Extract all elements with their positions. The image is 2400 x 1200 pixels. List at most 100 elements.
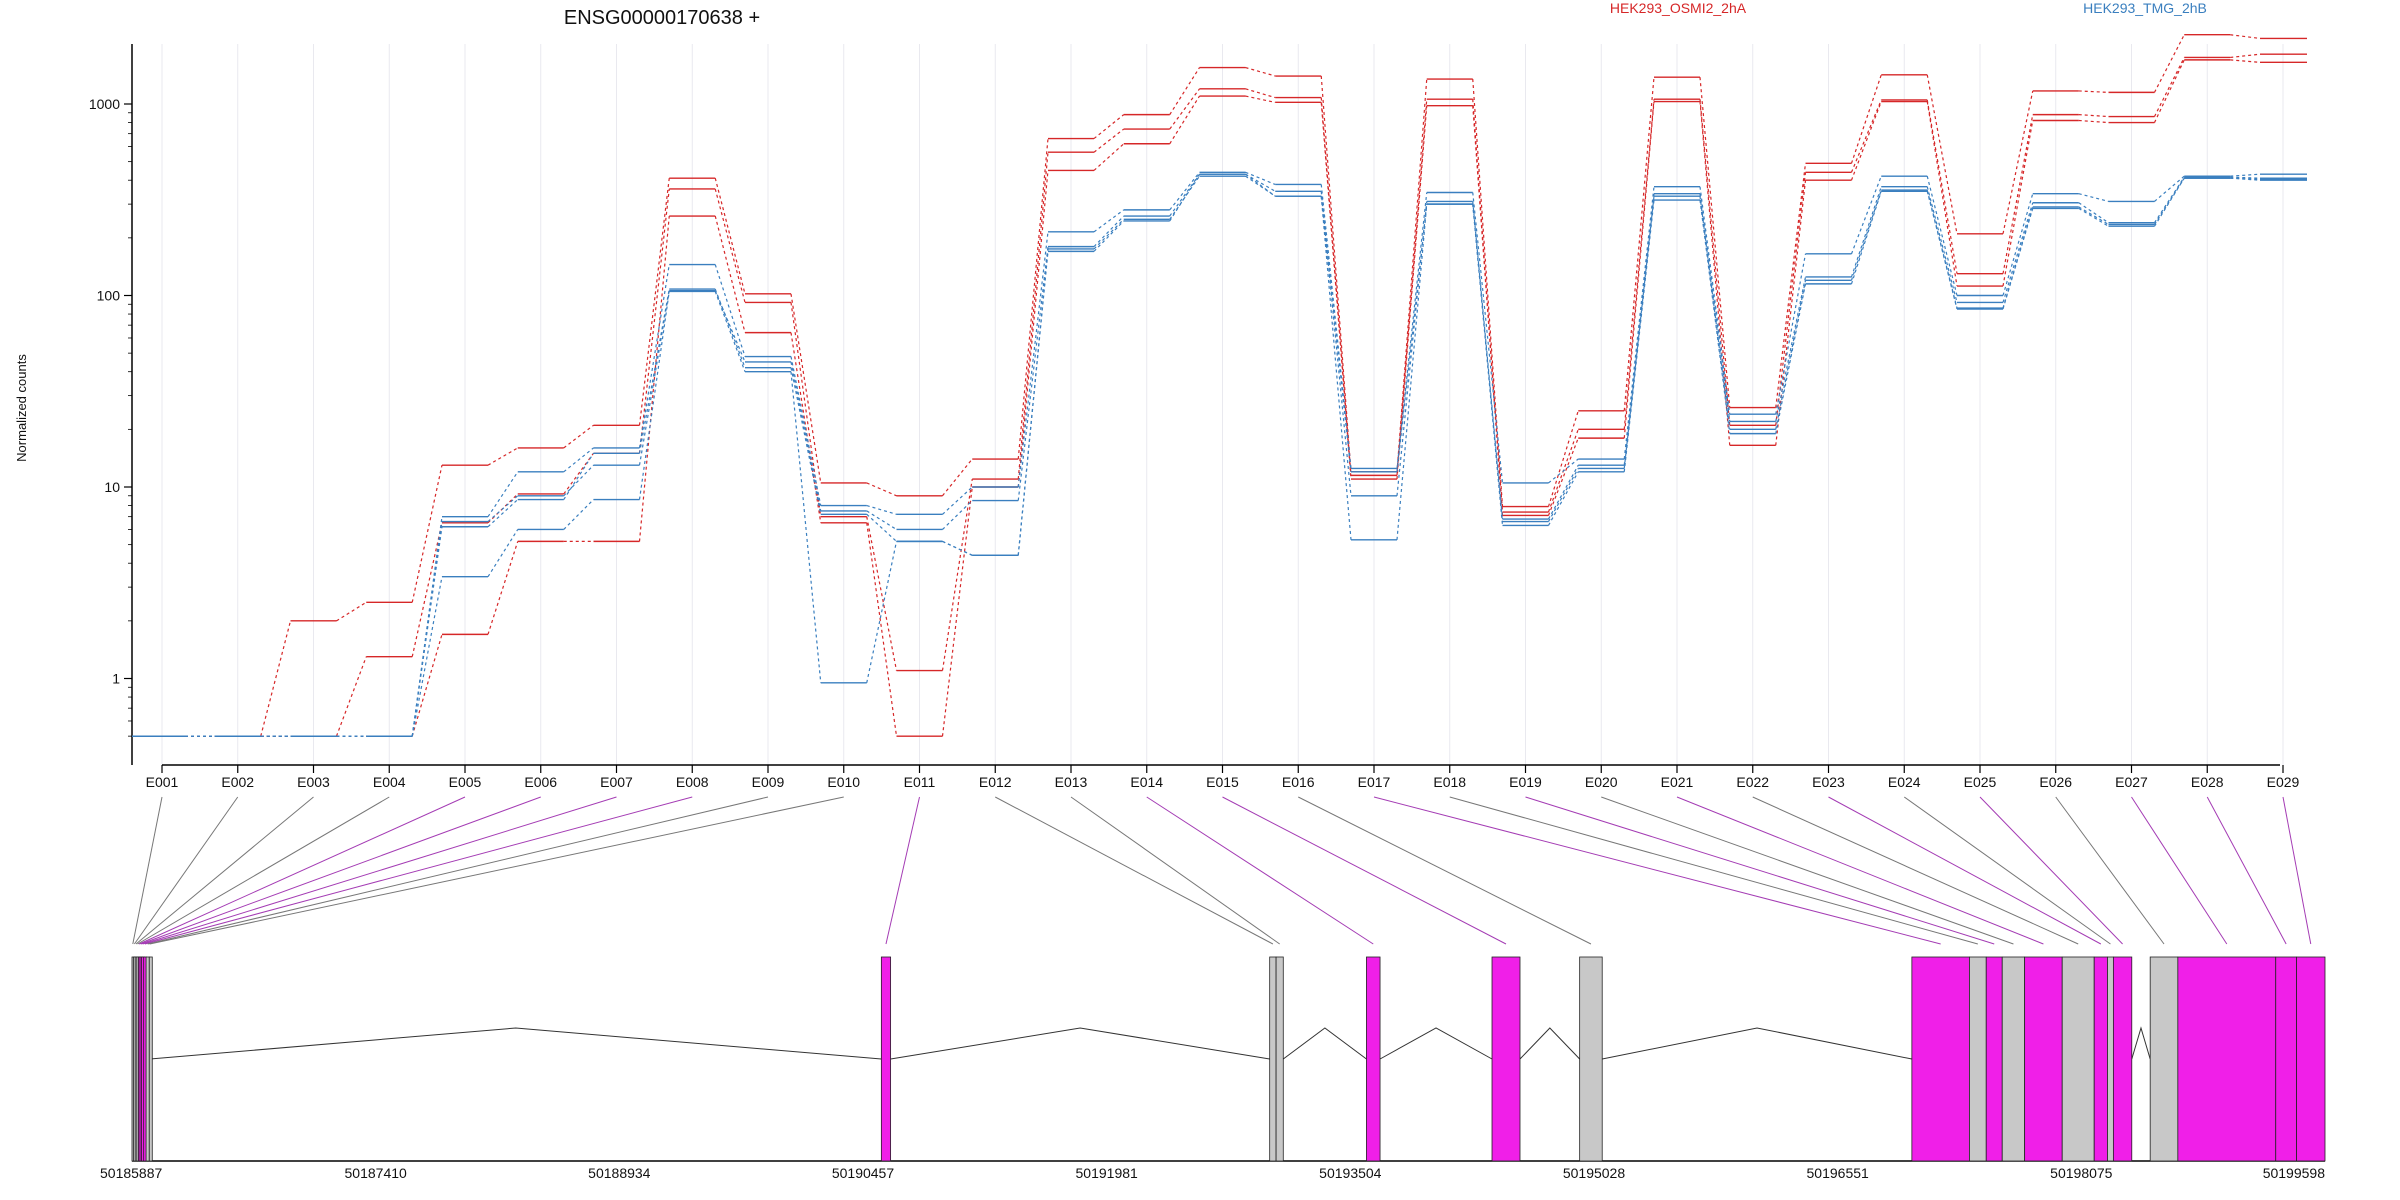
- chart-title: ENSG00000170638 +: [564, 7, 760, 29]
- series-5: [132, 173, 2307, 737]
- series-transition: [1169, 88, 1200, 130]
- series-transition: [1775, 172, 1807, 426]
- x-tick-label: E017: [1358, 774, 1391, 790]
- series-transition: [563, 424, 594, 449]
- series-transition: [2230, 176, 2261, 179]
- exon-box: [2112, 956, 2133, 1162]
- series-transition: [563, 447, 594, 473]
- series-transition: [714, 288, 746, 368]
- series-transition: [2153, 176, 2185, 224]
- series-transition: [1093, 220, 1125, 252]
- series-transition: [1320, 102, 1352, 480]
- exon-connector: [2131, 796, 2228, 945]
- series-transition: [1093, 215, 1125, 248]
- series-transition: [1775, 283, 1807, 434]
- series-transition: [563, 499, 594, 530]
- x-tick-label: E002: [221, 774, 254, 790]
- exon-connector: [132, 796, 163, 945]
- y-tick-label: 1: [112, 671, 120, 687]
- series-transition: [411, 465, 443, 603]
- series-transition: [1169, 171, 1200, 211]
- y-tick-label: 1000: [89, 96, 120, 112]
- exon-box: [2001, 956, 2026, 1162]
- exon-connector: [2282, 796, 2312, 945]
- exon-box: [2275, 956, 2297, 1162]
- series-transition: [1396, 204, 1428, 472]
- exon-connector: [1525, 796, 1995, 945]
- series-transition: [2078, 207, 2109, 227]
- coordinate-label: 50195028: [1563, 1165, 1626, 1181]
- exon-connector: [140, 796, 541, 945]
- series-transition: [638, 215, 670, 542]
- exon-box: [1969, 956, 1987, 1162]
- x-tick-label: E022: [1736, 774, 1769, 790]
- series-transition: [790, 302, 822, 517]
- series-transition: [487, 499, 519, 528]
- series-transition: [714, 291, 746, 372]
- exon-connector: [149, 796, 844, 945]
- series-transition: [1017, 152, 1049, 480]
- series-transition: [2078, 202, 2109, 224]
- series-transition: [1699, 186, 1731, 415]
- series-transition: [2078, 206, 2109, 225]
- x-tick-label: E011: [904, 774, 936, 790]
- exon-box: [2061, 956, 2095, 1162]
- series-transition: [1245, 88, 1276, 99]
- exon-box: [2177, 956, 2277, 1162]
- coordinate-label: 50198075: [2050, 1165, 2113, 1181]
- exon-box: [1491, 956, 1521, 1162]
- series-transition: [487, 447, 519, 466]
- series-transition: [1775, 180, 1807, 446]
- intron-line: [150, 1027, 882, 1060]
- exon-connector: [1903, 796, 2111, 945]
- x-tick-label: E010: [827, 774, 860, 790]
- series-transition: [1245, 95, 1276, 103]
- series-transition: [2153, 34, 2185, 93]
- series-transition: [1926, 101, 1958, 287]
- series-transition: [2002, 120, 2034, 287]
- series-transition: [1245, 173, 1276, 192]
- exon-box: [145, 956, 150, 1162]
- x-tick-label: E005: [449, 774, 482, 790]
- series-transition: [1926, 176, 1958, 296]
- series-transition: [942, 500, 973, 530]
- series-transition: [866, 541, 898, 683]
- intron-line: [2131, 1026, 2151, 1060]
- coordinate-label: 50188934: [588, 1165, 651, 1181]
- series-transition: [1017, 170, 1049, 488]
- series-transition: [1245, 171, 1276, 186]
- series-transition: [1699, 99, 1731, 426]
- exon-connector: [2206, 796, 2287, 945]
- series-transition: [866, 513, 897, 542]
- intron-line: [1379, 1027, 1493, 1060]
- series-7: [132, 173, 2307, 737]
- series-transition: [2078, 193, 2109, 202]
- series-transition: [1850, 101, 1882, 181]
- exon-box: [1269, 956, 1277, 1162]
- series-transition: [638, 291, 670, 500]
- coordinate-label: 50196551: [1807, 1165, 1870, 1181]
- axes: [131, 44, 2280, 766]
- x-tick-label: E007: [600, 774, 633, 790]
- series-transition: [1396, 192, 1428, 469]
- series-transition: [1320, 196, 1352, 540]
- series-transition: [1547, 464, 1579, 520]
- exon-connector: [1373, 796, 1941, 945]
- exon-box: [1579, 956, 1603, 1162]
- series-transition: [2078, 90, 2109, 93]
- series-transition: [1017, 138, 1049, 460]
- series-transition: [1245, 173, 1276, 197]
- intron-line: [890, 1027, 1270, 1060]
- x-tick-label: E001: [146, 774, 179, 790]
- series-transition: [1775, 253, 1807, 415]
- series-transition: [1548, 458, 1579, 484]
- x-tick-label: E008: [676, 774, 709, 790]
- x-tick-label: E003: [297, 774, 330, 790]
- series-transition: [2230, 34, 2261, 40]
- series-transition: [1093, 143, 1125, 171]
- exon-connector: [2055, 796, 2165, 945]
- series-transition: [1775, 276, 1807, 422]
- series-transition: [638, 188, 670, 454]
- series-transition: [411, 526, 443, 737]
- series-transition: [2078, 119, 2109, 124]
